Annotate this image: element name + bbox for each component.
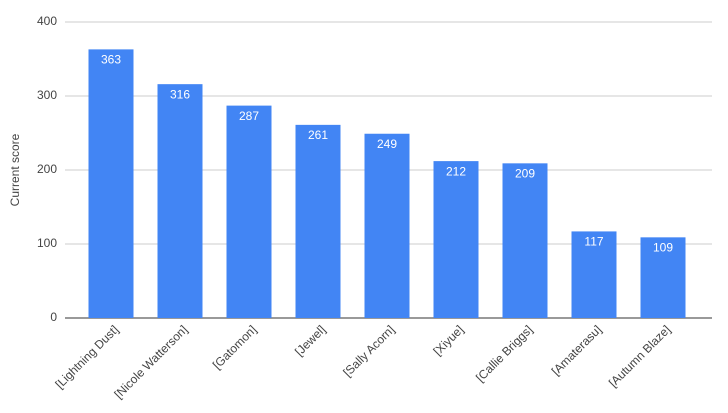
x-tick-label: [Sally Acorn] [340,322,397,379]
y-tick-label: 200 [37,162,57,176]
x-tick-label: [Lightning Dust] [52,322,121,391]
value-label: 209 [515,167,535,181]
value-label: 316 [170,87,190,101]
value-label: 363 [101,53,121,67]
y-axis-title: Current score [8,133,22,206]
y-tick-label: 100 [37,236,57,250]
bar [640,237,686,318]
x-tick-label: [Nicole Watterson] [111,322,190,401]
x-tick-label: [Autumn Blaze] [606,322,673,389]
value-label: 109 [653,241,673,255]
value-label: 261 [308,128,328,142]
value-label: 287 [239,109,259,123]
bar [364,133,410,318]
bar [88,49,134,318]
x-tick-label: [Amaterasu] [549,322,605,378]
value-label: 117 [584,235,603,249]
bar [295,124,341,318]
y-tick-label: 0 [50,310,57,324]
bar [571,231,617,318]
bar [157,84,203,318]
y-tick-label: 300 [37,88,57,102]
bar [433,161,479,318]
bar [502,163,548,318]
value-label: 212 [446,164,466,178]
y-tick-label: 400 [37,14,57,28]
bar [226,105,272,319]
x-tick-label: [Gatomon] [210,322,260,372]
value-label: 249 [377,137,397,151]
x-tick-label: [Callie Briggs] [473,322,535,384]
x-tick-label: [Jewel] [292,322,328,358]
x-tick-label: [Xiyue] [431,322,467,358]
